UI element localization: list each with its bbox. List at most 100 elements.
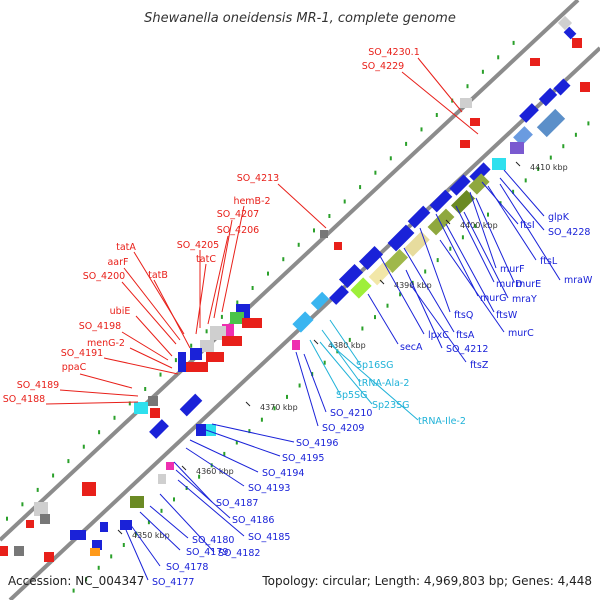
gene-label: SO_4229 (362, 61, 404, 72)
gene-label: SO_4187 (216, 498, 258, 509)
gc-dot (190, 343, 193, 348)
label-leaders (45, 57, 561, 581)
gc-dot (374, 315, 376, 320)
gene-feature (92, 540, 102, 550)
gc-dot (311, 372, 314, 377)
gene-label: glpK (548, 212, 570, 223)
gene-label: murF (500, 264, 525, 275)
gc-dot (512, 189, 515, 194)
leader-line (153, 279, 191, 349)
gene-label: SO_4213 (237, 173, 279, 184)
gene-feature (292, 311, 314, 333)
gene-feature (242, 318, 262, 328)
gc-dot (173, 497, 175, 502)
gc-dot (67, 459, 70, 464)
gene-feature (90, 548, 100, 556)
gc-dot (174, 358, 177, 363)
tick-mark (117, 529, 123, 535)
tick-mark (245, 401, 251, 407)
gene-feature (350, 277, 372, 299)
gene-label: ftsL (540, 256, 558, 267)
gene-label: ftsI (520, 220, 535, 231)
gene-feature (44, 552, 54, 562)
leader-line (475, 197, 515, 283)
leader-line (79, 373, 133, 389)
gc-dot (474, 224, 477, 228)
gene-label: SO_4196 (296, 438, 338, 449)
gc-dot (128, 401, 131, 406)
gene-feature (196, 424, 206, 436)
genome-summary: Topology: circular; Length: 4,969,803 bp… (261, 574, 592, 588)
gene-feature (178, 352, 186, 372)
gene-feature (563, 26, 577, 40)
gc-dot (399, 292, 402, 297)
gene-label: murC (508, 328, 534, 339)
gc-dot (587, 121, 590, 126)
gene-feature (338, 263, 364, 289)
gene-label: SO_4186 (232, 515, 274, 526)
leader-line (303, 353, 327, 413)
gc-dot (562, 144, 565, 149)
gene-label: SO_4191 (61, 348, 103, 359)
gene-feature (158, 474, 166, 484)
gene-label: SO_4179 (186, 547, 228, 558)
leader-line (417, 57, 463, 113)
gene-feature (553, 78, 571, 96)
leader-line (435, 213, 479, 297)
gene-feature (513, 126, 533, 146)
gc-dot (524, 178, 527, 183)
tick-label: 4400 kbp (460, 221, 498, 230)
leader-line (503, 169, 545, 217)
gene-feature (100, 522, 108, 532)
tick-label: 4410 kbp (530, 163, 568, 172)
gene-feature (358, 245, 384, 271)
leader-line (329, 343, 419, 421)
gene-label: SO_4195 (282, 453, 324, 464)
gc-dot (343, 199, 346, 204)
leader-line (149, 505, 189, 539)
gc-dot (328, 214, 331, 218)
gene-label: SO_4228 (548, 227, 590, 238)
gene-label: SO_4207 (217, 209, 259, 220)
gene-label: SO_4185 (248, 532, 290, 543)
gc-dot (487, 212, 489, 217)
gc-dot (185, 486, 188, 490)
gene-feature (460, 98, 472, 108)
gene-feature (134, 402, 148, 414)
gc-dot (6, 516, 8, 521)
gene-feature (519, 103, 539, 123)
gc-dot (297, 242, 300, 247)
gene-feature (150, 408, 160, 418)
gc-dot (436, 258, 439, 263)
gc-dot (260, 417, 263, 422)
leader-line (499, 177, 545, 231)
leader-line (379, 255, 425, 335)
leader-line (159, 493, 215, 553)
leader-line (205, 429, 281, 457)
gc-dot (113, 415, 116, 420)
gene-feature (26, 520, 34, 528)
gc-dot (147, 520, 150, 525)
gene-feature (179, 393, 203, 417)
feature-track (0, 15, 590, 562)
gc-dot (323, 360, 326, 365)
gene-label: ubiE (110, 306, 131, 317)
leader-line (405, 269, 443, 349)
leader-line (445, 223, 495, 313)
gc-dot (220, 314, 223, 319)
gene-label: mraY (512, 294, 537, 305)
gene-feature (14, 546, 24, 556)
gc-dot (359, 185, 362, 190)
gene-labels: SO_4230.1 SO_4229 SO_4213 hemB-2 SO_4207 SO_4… (3, 47, 593, 588)
tick-mark (379, 279, 385, 285)
gene-label: Sp5SG (336, 390, 368, 401)
tick-mark (445, 219, 451, 225)
gc-dot (21, 502, 24, 507)
gene-feature (222, 336, 242, 346)
gene-label: secA (400, 342, 423, 353)
leader-line (439, 239, 505, 333)
gene-feature (530, 58, 540, 66)
gene-label: murD (496, 279, 523, 290)
tick-mark (515, 161, 521, 167)
